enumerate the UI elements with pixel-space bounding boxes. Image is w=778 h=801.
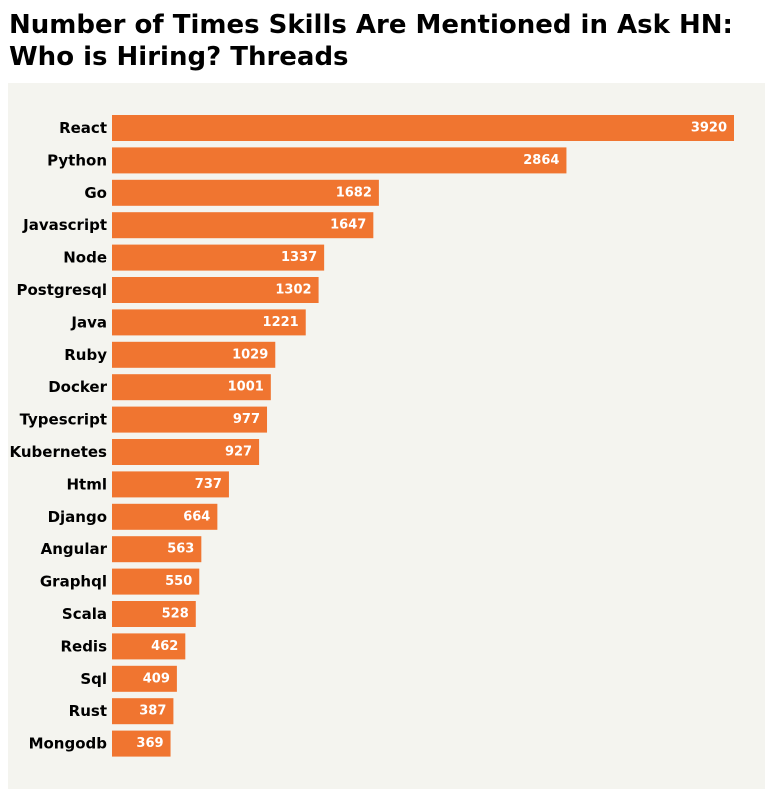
value-label-java: 1221 (263, 315, 299, 330)
value-labels-group: 3920 2864 1682 1647 1337 1302 1221 1029 1001 977 9… (136, 121, 727, 752)
value-label-graphql: 550 (165, 574, 192, 589)
category-label-mongodb: Mongodb (29, 735, 108, 753)
bars-group (112, 115, 734, 757)
category-label-redis: Redis (60, 637, 107, 655)
bar-typescript (112, 406, 268, 433)
bar-ruby (112, 341, 276, 368)
category-label-angular: Angular (41, 540, 108, 558)
category-label-node: Node (63, 249, 107, 267)
value-label-html: 737 (195, 477, 222, 492)
chart-title: Number of Times Skills Are Mentioned in … (9, 10, 733, 72)
category-label-typescript: Typescript (20, 411, 107, 429)
bar-django (112, 503, 218, 530)
value-label-docker: 1001 (228, 380, 264, 395)
value-label-scala: 528 (162, 607, 189, 622)
bar-postgresql (112, 277, 319, 303)
value-label-typescript: 977 (233, 412, 260, 427)
bar-javascript (112, 212, 374, 239)
value-label-redis: 462 (151, 639, 178, 654)
category-label-go: Go (84, 184, 107, 202)
category-label-sql: Sql (80, 670, 107, 688)
bar-sql (112, 665, 177, 692)
category-label-scala: Scala (62, 605, 107, 623)
value-label-django: 664 (183, 509, 210, 524)
value-label-react: 3920 (691, 121, 727, 136)
bar-graphql (112, 568, 200, 595)
category-label-html: Html (67, 475, 108, 493)
bar-react (112, 115, 734, 141)
bar-node (112, 244, 325, 271)
category-label-python: Python (47, 151, 107, 169)
bar-mongodb (112, 730, 171, 757)
category-label-postgresql: Postgresql (16, 281, 107, 299)
category-label-react: React (59, 119, 107, 137)
bar-redis (112, 633, 186, 660)
category-label-java: Java (70, 313, 107, 331)
bar-html (112, 471, 229, 498)
value-label-python: 2864 (523, 153, 559, 168)
bar-angular (112, 536, 202, 563)
value-label-rust: 387 (139, 704, 166, 719)
bar-java (112, 309, 306, 336)
category-label-docker: Docker (48, 378, 107, 396)
value-label-javascript: 1647 (330, 218, 366, 233)
bar-kubernetes (112, 439, 260, 465)
category-label-ruby: Ruby (64, 346, 107, 364)
bar-scala (112, 601, 196, 627)
category-label-django: Django (48, 508, 107, 526)
category-labels-group: React Python Go Javascript Node Postgresql Jav… (10, 119, 108, 753)
value-label-sql: 409 (143, 671, 170, 686)
value-label-mongodb: 369 (136, 736, 163, 751)
value-label-ruby: 1029 (232, 347, 268, 362)
category-label-rust: Rust (69, 702, 107, 720)
value-label-node: 1337 (281, 250, 317, 265)
bar-rust (112, 698, 174, 725)
bar-go (112, 179, 379, 206)
bar-docker (112, 374, 271, 401)
value-label-kubernetes: 927 (225, 445, 252, 460)
value-label-angular: 563 (167, 542, 194, 557)
bar-python (112, 147, 567, 174)
value-label-postgresql: 1302 (275, 283, 311, 298)
category-label-kubernetes: Kubernetes (10, 443, 108, 461)
category-label-graphql: Graphql (40, 573, 107, 591)
category-label-javascript: Javascript (22, 216, 107, 234)
value-label-go: 1682 (336, 185, 372, 200)
